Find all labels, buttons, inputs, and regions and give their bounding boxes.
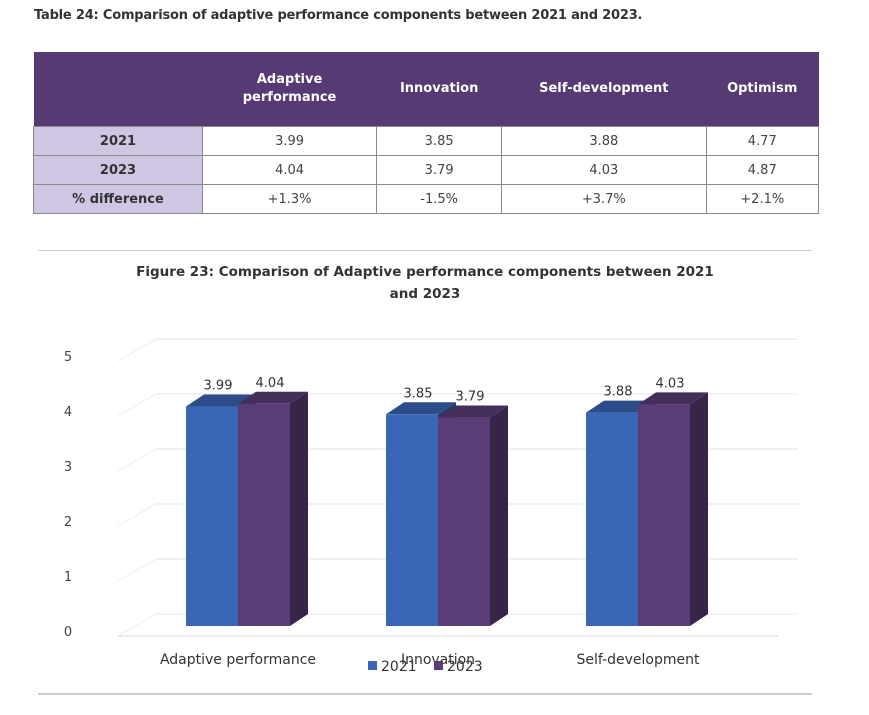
- cell: 3.79: [376, 155, 503, 185]
- header-self-development: Self-development: [501, 52, 706, 127]
- legend-label: 2023: [447, 659, 483, 675]
- cell: 4.04: [201, 155, 378, 185]
- data-label: 4.03: [656, 376, 685, 391]
- bar-chart: 0 1 2 3 4 5 3.99 4.04 Adaptive performance 3.85 3.…: [64, 338, 798, 675]
- bar-side-2023: [290, 391, 308, 626]
- bar-2021: [386, 414, 438, 626]
- cell: +2.1%: [705, 184, 819, 214]
- bar-2021: [186, 406, 238, 626]
- x-tick-label: Innovation: [401, 652, 475, 668]
- gridline-diagonal: [117, 503, 157, 527]
- y-tick-label: 5: [64, 350, 72, 365]
- cell: +1.3%: [201, 184, 378, 214]
- y-tick-label: 3: [64, 460, 72, 475]
- data-label: 3.99: [204, 379, 233, 394]
- data-label: 3.88: [604, 385, 633, 400]
- chart-container: Figure 23: Comparison of Adaptive perfor…: [38, 250, 812, 695]
- header-optimism: Optimism: [706, 52, 819, 127]
- table-caption: Table 24: Comparison of adaptive perform…: [34, 8, 643, 23]
- table-row-2021: 2021 3.99 3.85 3.88 4.77: [33, 126, 819, 156]
- y-tick-label: 4: [64, 405, 72, 420]
- table-row-difference: % difference +1.3% -1.5% +3.7% +2.1%: [33, 184, 819, 214]
- cell: 4.87: [705, 155, 819, 185]
- bar-2021: [586, 412, 638, 626]
- bar-side-2023: [690, 392, 708, 626]
- row-label: 2023: [33, 155, 203, 185]
- table-header-row: Adaptive performance Innovation Self-dev…: [33, 52, 819, 127]
- cell: 3.88: [501, 126, 707, 156]
- legend-label: 2021: [381, 659, 417, 675]
- gridline-diagonal: [117, 338, 157, 362]
- gridline-diagonal: [117, 393, 157, 417]
- data-label: 3.79: [456, 390, 485, 405]
- header-text: Adaptive performance: [242, 72, 337, 105]
- cell: 4.77: [705, 126, 819, 156]
- cell: -1.5%: [376, 184, 503, 214]
- row-label: % difference: [33, 184, 203, 214]
- bar-top-2021: [386, 402, 456, 415]
- header-cell-empty: [33, 52, 203, 127]
- bar-2023: [638, 404, 690, 626]
- chart-title: Figure 23: Comparison of Adaptive perfor…: [38, 261, 812, 305]
- bar-top-2023: [238, 391, 308, 404]
- legend-swatch-2023: [434, 661, 443, 670]
- x-tick-label: Self-development: [577, 652, 700, 668]
- y-tick-label: 0: [64, 625, 72, 640]
- bar-2023: [438, 417, 490, 626]
- bar-top-2023: [438, 405, 508, 418]
- row-label: 2021: [33, 126, 203, 156]
- gridline-diagonal: [117, 613, 157, 637]
- gridline-diagonal: [117, 448, 157, 472]
- chart-title-line-1: Figure 23: Comparison of Adaptive perfor…: [136, 264, 714, 280]
- cell: 3.85: [376, 126, 503, 156]
- bar-top-2023: [638, 392, 708, 405]
- x-tick-label: Adaptive performance: [160, 652, 316, 668]
- comparison-table: Adaptive performance Innovation Self-dev…: [33, 52, 819, 214]
- y-tick-label: 2: [64, 515, 72, 530]
- table-row-2023: 2023 4.04 3.79 4.03 4.87: [33, 155, 819, 185]
- cell: +3.7%: [501, 184, 707, 214]
- bar-2023: [238, 403, 290, 626]
- legend-swatch-2021: [368, 661, 377, 670]
- header-innovation: Innovation: [376, 52, 502, 127]
- cell: 4.03: [501, 155, 707, 185]
- bar-side-2023: [490, 405, 508, 626]
- data-label: 3.85: [404, 386, 433, 401]
- header-adaptive-performance: Adaptive performance: [202, 52, 377, 127]
- gridline-diagonal: [117, 558, 157, 582]
- y-tick-label: 1: [64, 570, 72, 585]
- data-label: 4.04: [256, 376, 285, 391]
- chart-title-line-2: and 2023: [389, 286, 461, 302]
- cell: 3.99: [201, 126, 378, 156]
